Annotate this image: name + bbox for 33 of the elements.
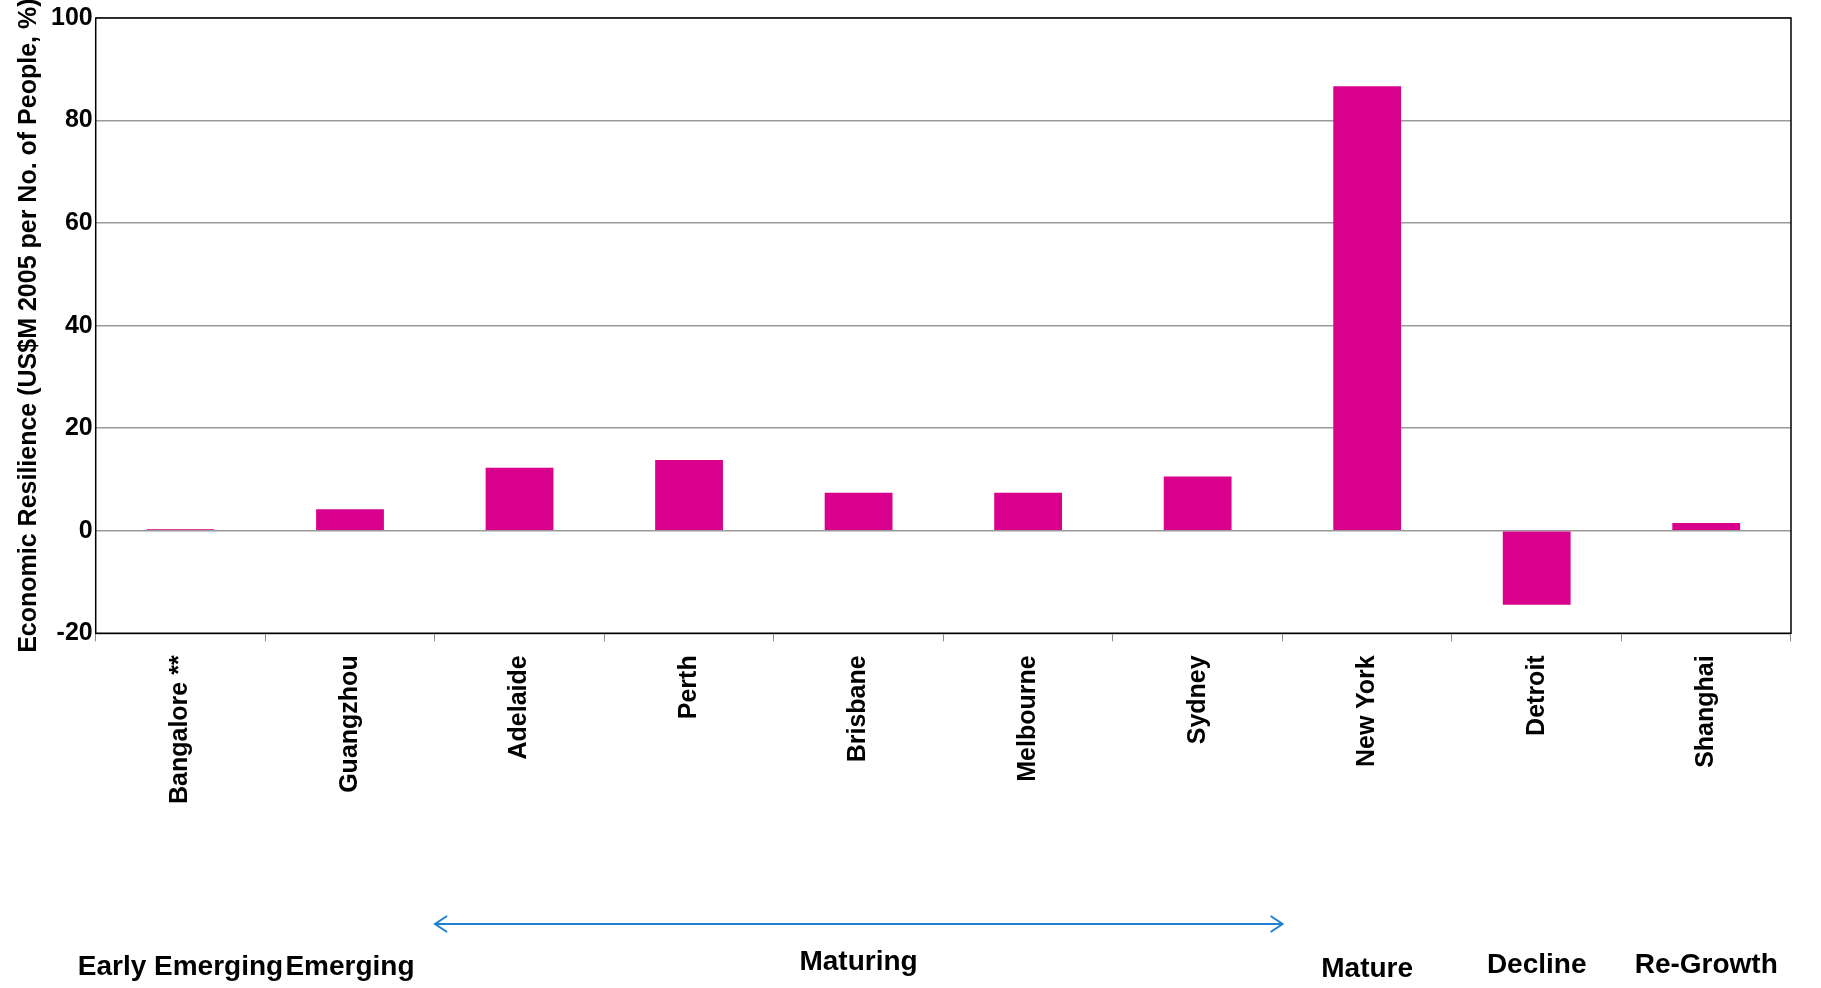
x-tick-label: Adelaide <box>503 655 532 760</box>
bar <box>655 460 723 531</box>
bar <box>1502 531 1571 605</box>
y-tick-label: 20 <box>64 412 93 441</box>
x-tick-label: Guangzhou <box>333 655 362 793</box>
text: Re-Growth <box>1634 948 1778 980</box>
bar <box>824 492 893 531</box>
y-tick-label: 0 <box>78 514 93 543</box>
bar <box>1672 523 1741 531</box>
x-tick-label: Bangalore ** <box>164 655 193 805</box>
text: Mature <box>1321 952 1414 984</box>
y-tick-label: 40 <box>64 309 93 338</box>
text: Maturing <box>799 945 918 977</box>
text: Decline <box>1486 948 1587 980</box>
bar <box>1163 476 1232 531</box>
y-tick-label: 80 <box>64 104 93 133</box>
bar <box>994 492 1063 531</box>
bar <box>316 509 384 531</box>
text: Emerging <box>285 950 415 982</box>
x-tick-label: Brisbane <box>842 655 871 763</box>
y-tick-label: 60 <box>64 207 93 235</box>
y-tick-label: -20 <box>56 617 93 646</box>
bar <box>1333 86 1402 531</box>
x-tick-label: Perth <box>672 655 701 720</box>
text: Early Emerging <box>77 950 284 982</box>
x-tick-label: Shanghai <box>1690 655 1719 768</box>
x-tick-label: Melbourne <box>1012 655 1041 782</box>
y-tick-label: 100 <box>50 1 93 30</box>
bar <box>485 467 554 531</box>
y-axis-title: Economic Resilience (US$M 2005 per No. of People, %) <box>12 0 41 653</box>
x-tick-label: Detroit <box>1520 654 1549 736</box>
x-tick-label: Sydney <box>1181 655 1210 745</box>
x-tick-label: New York <box>1351 655 1380 767</box>
